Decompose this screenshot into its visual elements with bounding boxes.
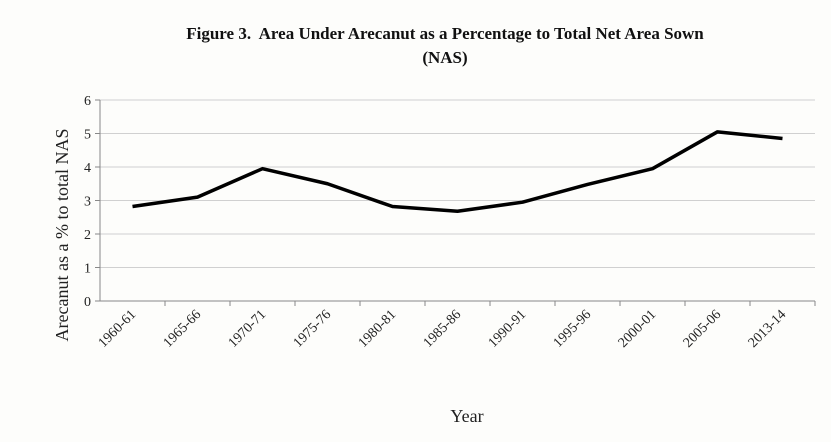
y-tick-label: 1: [84, 262, 91, 277]
x-axis-label: Year: [450, 406, 483, 426]
y-tick-label: 2: [84, 228, 91, 243]
x-tick-label: 1985-86: [421, 307, 465, 351]
y-tick-label: 6: [84, 94, 91, 109]
x-tick-label: 2000-01: [616, 307, 660, 351]
y-tick-label: 0: [84, 295, 91, 310]
x-tick-label: 2005-06: [681, 307, 725, 351]
x-tick-label: 1990-91: [486, 307, 530, 351]
data-line: [132, 130, 783, 213]
x-tick-label: 1965-66: [161, 307, 205, 351]
y-axis-label: Arecanut as a % to total NAS: [52, 129, 72, 342]
y-tick-label: 4: [84, 161, 91, 176]
x-tick-label: 1960-61: [96, 307, 140, 351]
y-tick-label: 5: [84, 128, 91, 143]
x-tick-label: 1970-71: [226, 307, 270, 351]
y-tick-label: 3: [84, 195, 91, 210]
x-tick-label: 1975-76: [291, 307, 335, 351]
chart-title: Figure 3. Area Under Arecanut as a Perce…: [186, 24, 709, 67]
x-tick-label: 2013-14: [746, 307, 790, 351]
x-tick-label: 1995-96: [551, 307, 595, 351]
x-tick-label: 1980-81: [356, 307, 400, 351]
